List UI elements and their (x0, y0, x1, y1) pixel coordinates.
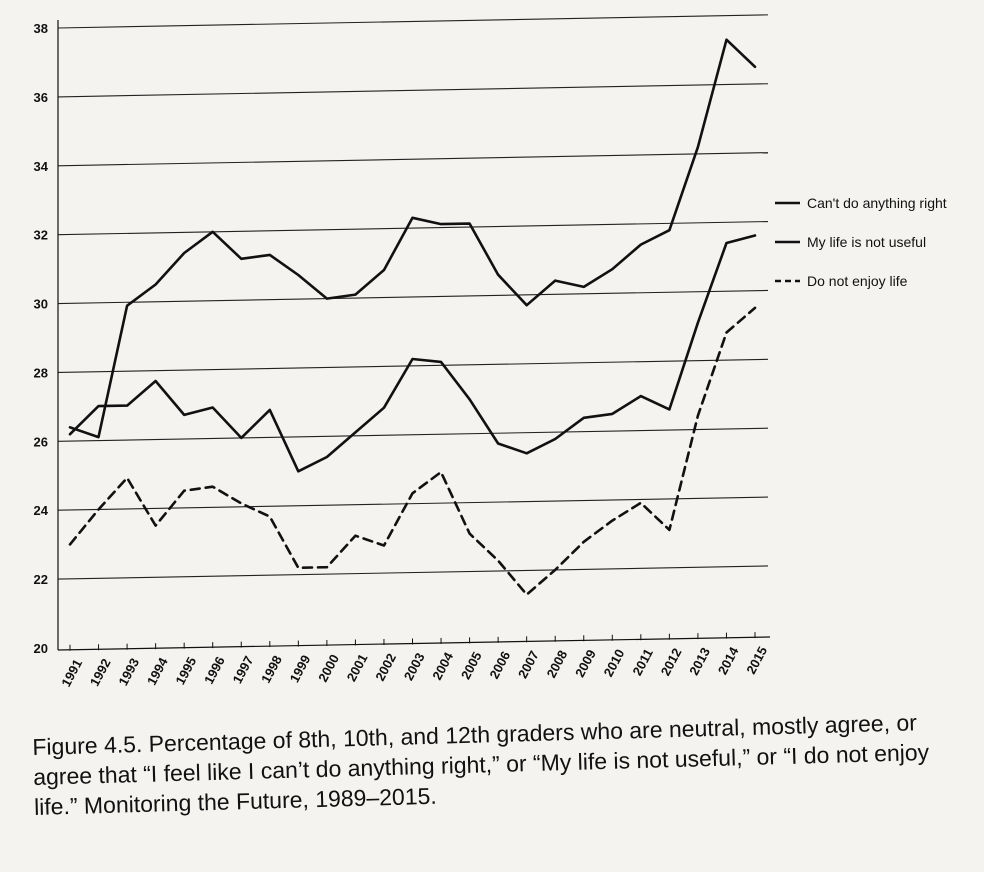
y-tick-label: 34 (34, 159, 49, 174)
gridline (57, 14, 769, 29)
x-tick-label: 1995 (172, 655, 199, 688)
x-tick-label: 1999 (287, 652, 314, 685)
y-tick-label: 32 (34, 228, 48, 243)
gridline (57, 427, 769, 442)
x-tick-label: 2000 (315, 652, 342, 685)
x-tick-label: 2007 (515, 648, 542, 681)
x-axis-line (57, 636, 771, 651)
axes (57, 20, 771, 651)
x-tick-label: 1991 (58, 657, 85, 690)
gridline (57, 152, 769, 167)
gridline (57, 496, 769, 511)
gridline (57, 83, 769, 98)
x-tick-label: 2009 (572, 647, 599, 680)
x-tick-label: 2013 (686, 645, 713, 678)
series-lines (68, 38, 757, 596)
y-tick-label: 24 (34, 503, 49, 518)
line-chart: 20 22 24 26 28 30 32 34 36 38 1991 1992 1993 1994 199… (34, 14, 947, 689)
series-line-2 (68, 306, 757, 596)
legend-label-1: My life is not useful (807, 234, 926, 250)
gridline (57, 220, 769, 236)
x-tick-label: 2005 (458, 649, 485, 682)
x-tick-label: 2012 (658, 646, 685, 679)
x-tick-label: 2006 (486, 649, 513, 682)
y-tick-label: 26 (34, 434, 48, 449)
y-tick-label: 38 (34, 21, 48, 36)
series-line-1 (68, 234, 757, 473)
x-tick-label: 1996 (201, 654, 228, 687)
x-tick-label: 2003 (401, 650, 428, 683)
y-tick-label: 30 (34, 297, 48, 312)
x-tick-label: 1998 (258, 653, 285, 686)
x-tick-label: 2002 (372, 651, 399, 684)
y-tick-label: 22 (34, 572, 48, 587)
gridlines (57, 14, 769, 580)
y-tick-label: 20 (34, 641, 48, 656)
x-tick-label: 2008 (544, 648, 571, 681)
x-tick-labels: 1991 1992 1993 1994 1995 1996 1997 1998 1999 2000… (58, 632, 770, 689)
legend-label-0: Can't do anything right (807, 195, 947, 211)
x-tick-label: 2010 (601, 647, 628, 680)
x-tick-label: 2014 (715, 644, 742, 677)
x-tick-label: 2004 (429, 649, 456, 682)
legend: Can't do anything right My life is not us… (775, 195, 947, 289)
legend-label-2: Do not enjoy life (807, 273, 908, 289)
gridline (57, 565, 769, 580)
x-tick-label: 1993 (115, 656, 142, 689)
gridline (57, 289, 769, 305)
x-tick-label: 1997 (230, 653, 257, 686)
y-tick-label: 36 (34, 90, 48, 105)
figure-caption: Figure 4.5. Percentage of 8th, 10th, and… (32, 709, 930, 820)
x-tick-label: 1992 (87, 656, 114, 689)
y-tick-labels: 20 22 24 26 28 30 32 34 36 38 (34, 21, 49, 656)
gridline (57, 358, 769, 373)
x-tick-label: 1994 (144, 654, 171, 687)
x-tick-label: 2011 (629, 646, 655, 678)
series-line-0 (68, 38, 757, 439)
x-tick-label: 2001 (344, 651, 371, 684)
y-tick-label: 28 (34, 365, 48, 380)
x-tick-label: 2015 (743, 644, 770, 677)
